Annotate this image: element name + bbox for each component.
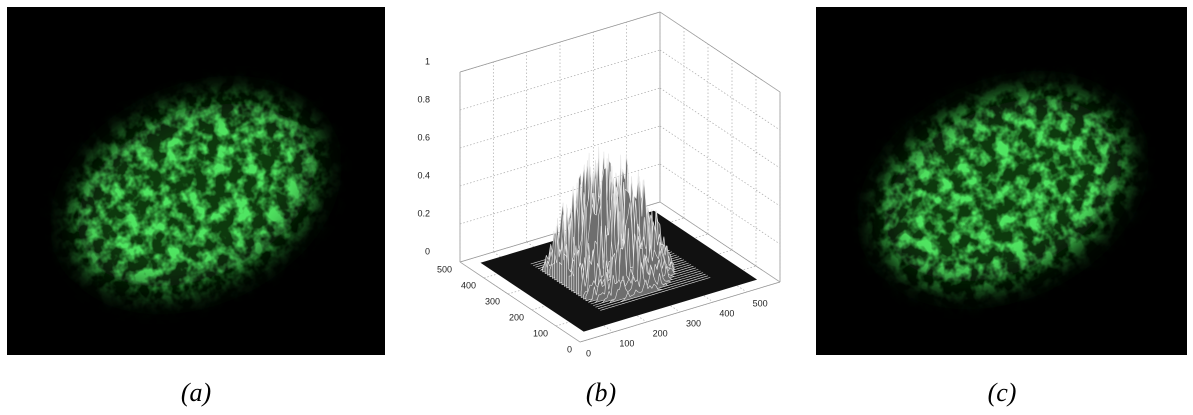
y-tick-label: 400 xyxy=(461,280,476,290)
grid-line xyxy=(459,87,661,149)
z-tick-label: 0 xyxy=(425,246,430,256)
x-tick-label: 100 xyxy=(619,338,634,348)
x-tick-label: 0 xyxy=(586,348,591,358)
grid-line xyxy=(659,11,781,93)
surface-strip xyxy=(595,262,706,308)
grid-line xyxy=(659,201,781,283)
x-tick-label: 500 xyxy=(753,298,768,308)
grid-line xyxy=(459,261,581,343)
y-tick-label: 100 xyxy=(533,328,548,338)
x-tick-label: 300 xyxy=(686,318,701,328)
panel-a xyxy=(7,7,385,355)
y-tick-label: 200 xyxy=(509,312,524,322)
surface-plot: 0 0.2 0.4 0.6 0.8 1 0 100 200 300 400 500 0 100 200 300… xyxy=(417,11,781,358)
x-tick-label: 400 xyxy=(719,308,734,318)
y-tick-label: 300 xyxy=(485,296,500,306)
cell-nucleus xyxy=(74,100,318,290)
surface-strip xyxy=(597,275,708,310)
grid-line xyxy=(659,49,781,131)
cell-nucleus xyxy=(881,95,1125,285)
y-tick-label: 0 xyxy=(567,344,572,354)
z-tick-label: 0.4 xyxy=(417,170,430,180)
z-tick-label: 1 xyxy=(425,56,430,66)
surface-strip xyxy=(600,277,711,311)
x-tick-label: 200 xyxy=(653,328,668,338)
grid-line xyxy=(659,163,781,245)
z-tick-label: 0.6 xyxy=(417,132,430,142)
z-tick-label: 0.2 xyxy=(417,208,430,218)
caption: (b) xyxy=(586,378,616,407)
panel-c xyxy=(816,7,1187,355)
z-tick-label: 0.8 xyxy=(417,94,430,104)
grid-line xyxy=(659,87,781,169)
y-tick-label: 500 xyxy=(437,264,452,274)
caption: (c) xyxy=(988,378,1017,407)
grid-line xyxy=(459,125,661,187)
caption: (a) xyxy=(181,378,211,407)
grid-line xyxy=(659,125,781,207)
